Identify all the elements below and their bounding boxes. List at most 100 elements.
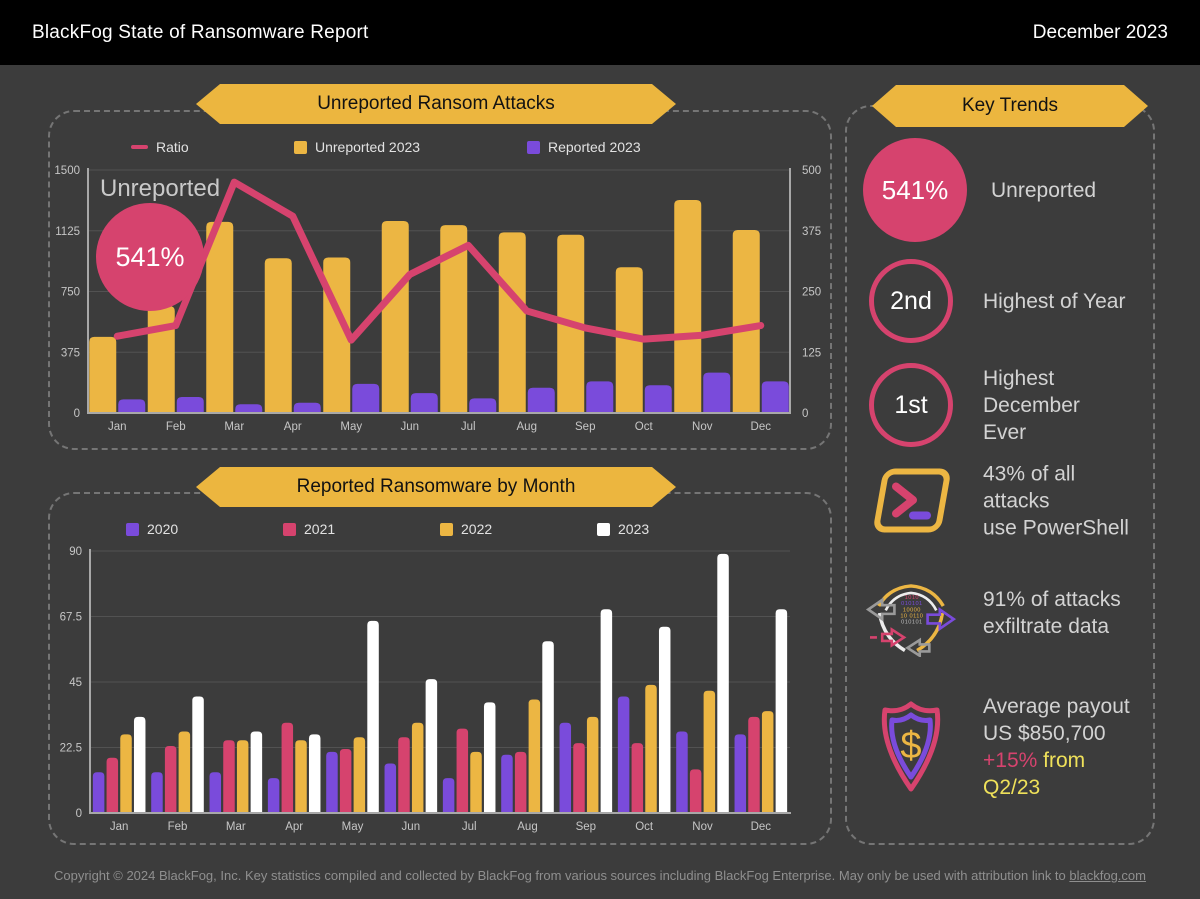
- bar-unreported-2023: [381, 221, 409, 413]
- chart-reported-ransomware-by-month: Jan Feb Mar Apr May Jun Jul Aug Sep Oct Nov Dec 0 22.…: [60, 546, 791, 833]
- x-axis-label: Apr: [285, 821, 303, 833]
- legend-label: 2021: [304, 521, 336, 537]
- bar-2020: [442, 778, 455, 813]
- bar-2020: [559, 722, 572, 813]
- legend-label: Ratio: [156, 139, 189, 155]
- right-tick-label: 0: [802, 408, 808, 420]
- bar-unreported-2023: [615, 267, 643, 413]
- bar-unreported-2023: [89, 336, 117, 413]
- bar-reported-2023: [176, 396, 204, 413]
- bar-2021: [281, 722, 294, 813]
- stat-circle: 1st: [863, 363, 959, 447]
- legend-label: 2023: [618, 521, 650, 537]
- key-trend-row-3: 1st Highest December Ever: [863, 363, 1145, 447]
- x-axis-label: Dec: [751, 821, 772, 833]
- legend-color-swatch: [294, 140, 307, 154]
- bar-reported-2023: [586, 381, 614, 413]
- bar-2023: [600, 609, 613, 813]
- legend-color-swatch: [527, 140, 540, 154]
- exfiltrate-icon-wrap: 1010 010101 10000 10 0110 010101: [863, 569, 959, 657]
- key-trend-label: Highest December Ever: [983, 366, 1080, 444]
- bar-2023: [658, 626, 671, 813]
- svg-text:$: $: [900, 725, 921, 767]
- stat-circle: 541%: [863, 138, 967, 242]
- bar-unreported-2023: [147, 306, 175, 413]
- x-axis-label: Nov: [692, 421, 713, 433]
- bar-unreported-2023: [498, 232, 526, 413]
- svg-text:1010: 1010: [905, 595, 919, 601]
- bar-2022: [353, 737, 366, 813]
- bar-reported-2023: [703, 372, 731, 413]
- svg-text:010101: 010101: [901, 601, 923, 607]
- right-tick-label: 375: [802, 226, 821, 238]
- x-axis-label: May: [340, 421, 362, 433]
- bar-2023: [250, 731, 263, 813]
- left-tick-label: 375: [61, 347, 80, 359]
- x-axis-label: Sep: [575, 421, 595, 433]
- bar-reported-2023: [644, 385, 672, 413]
- bar-2022: [178, 731, 191, 813]
- bar-2020: [384, 763, 397, 813]
- legend-color-swatch: [283, 522, 296, 536]
- bar-2020: [734, 734, 747, 813]
- bar-2022: [411, 722, 424, 813]
- payout-delta: +15%: [983, 749, 1038, 772]
- bar-unreported-2023: [732, 229, 760, 413]
- bar-reported-2023: [469, 398, 497, 413]
- x-axis-label: Apr: [284, 421, 302, 433]
- x-axis-label: Jun: [400, 421, 419, 433]
- footer-link[interactable]: blackfog.com: [1069, 868, 1146, 883]
- bar-2021: [223, 740, 235, 813]
- bar-2022: [586, 716, 599, 813]
- bar-2020: [92, 772, 105, 813]
- bar-2021: [573, 743, 585, 813]
- legend-line-swatch: [131, 145, 148, 149]
- bar-unreported-2023: [440, 225, 468, 413]
- bar-2023: [717, 553, 729, 813]
- svg-text:010101: 010101: [901, 619, 923, 625]
- bar-reported-2023: [410, 393, 438, 413]
- bar-2023: [775, 609, 788, 813]
- bar-2022: [295, 740, 307, 813]
- stat-circle: 2nd: [863, 259, 959, 343]
- key-trend-row-4: 43% of all attacks use PowerShell: [863, 461, 1145, 542]
- key-trend-row-1: 541% Unreported: [863, 138, 1145, 242]
- annotation-circle: [96, 203, 204, 311]
- bar-2021: [514, 751, 527, 813]
- bar-2020: [326, 751, 338, 813]
- payout-icon-wrap: $: [863, 696, 959, 798]
- bar-2023: [192, 696, 204, 813]
- page-title: BlackFog State of Ransomware Report: [32, 21, 369, 43]
- bar-2023: [308, 734, 321, 813]
- x-axis-label: Dec: [751, 421, 772, 433]
- legend-item-ratio: Ratio: [131, 139, 189, 155]
- x-axis-label: Jan: [110, 821, 129, 833]
- right-tick-label: 250: [802, 287, 821, 299]
- bar-2020: [151, 772, 163, 813]
- report-date: December 2023: [1032, 21, 1168, 43]
- payout-delta-suffix: from Q2/23: [983, 749, 1086, 799]
- svg-text:10 0110: 10 0110: [900, 613, 923, 619]
- bar-2022: [703, 690, 716, 813]
- bar-2021: [106, 757, 119, 813]
- bar-reported-2023: [235, 404, 263, 413]
- right-tick-label: 500: [802, 165, 821, 177]
- x-axis-label: May: [342, 821, 364, 833]
- left-tick-label: 67.5: [60, 612, 82, 624]
- legend-color-swatch: [597, 522, 610, 536]
- key-trend-label: 43% of all attacks use PowerShell: [983, 462, 1129, 540]
- bar-2023: [483, 702, 496, 813]
- bar-reported-2023: [527, 387, 555, 413]
- bar-2022: [120, 734, 132, 813]
- x-axis-label: Oct: [635, 421, 654, 433]
- bar-2022: [236, 740, 249, 813]
- legend-color-swatch: [126, 522, 139, 536]
- chart-unreported-ransom-attacks: Jan Feb Mar Apr May Jun Jul Aug Sep Oct Nov Dec 0 375…: [54, 165, 821, 433]
- footer-copyright: Copyright © 2024 BlackFog, Inc. Key stat…: [54, 868, 1070, 883]
- left-tick-label: 90: [69, 546, 82, 558]
- bar-reported-2023: [118, 399, 146, 413]
- x-axis-label: Oct: [635, 821, 654, 833]
- footer-text: Copyright © 2024 BlackFog, Inc. Key stat…: [0, 868, 1200, 883]
